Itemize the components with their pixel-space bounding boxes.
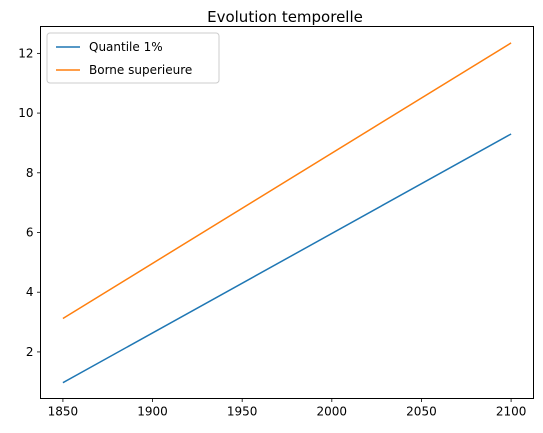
x-tick-label: 2100	[496, 405, 527, 419]
plot-lines	[62, 42, 512, 384]
y-axis-ticks: 2 4 6 8 10 12	[18, 46, 41, 359]
plot-area-frame	[40, 26, 534, 399]
legend-label-borne: Borne superieure	[89, 63, 192, 77]
x-tick-label: 1900	[137, 405, 168, 419]
y-tick-label: 12	[18, 46, 33, 60]
legend-label-quantile: Quantile 1%	[89, 40, 163, 54]
x-axis-ticks: 1850 1900 1950 2000 2050 2100	[48, 398, 527, 419]
y-tick-label: 10	[18, 106, 33, 120]
x-tick-label: 2000	[317, 405, 348, 419]
y-tick-label: 2	[26, 345, 34, 359]
x-tick-label: 1850	[48, 405, 79, 419]
legend-box	[46, 32, 220, 84]
y-tick-label: 6	[26, 226, 34, 240]
series-line-0	[62, 133, 512, 384]
x-tick-label: 2050	[406, 405, 437, 419]
x-tick-label: 1950	[227, 405, 258, 419]
chart-title: Evolution temporelle	[207, 8, 363, 26]
y-tick-label: 4	[26, 285, 34, 299]
legend: Quantile 1% Borne superieure	[46, 32, 220, 84]
series-line-1	[62, 42, 512, 320]
y-tick-label: 8	[26, 166, 34, 180]
